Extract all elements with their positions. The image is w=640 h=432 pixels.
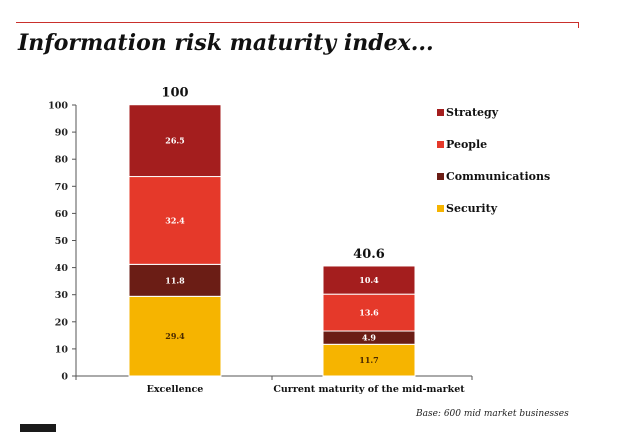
- bar-segment: [128, 263, 222, 297]
- y-tick-label: 60: [55, 209, 69, 220]
- y-tick-label: 0: [61, 372, 68, 383]
- y-tick-label: 50: [55, 236, 69, 247]
- data-label: 26.5: [165, 136, 184, 146]
- legend-swatch: [437, 109, 444, 116]
- legend-label: Communications: [446, 170, 550, 183]
- legend-swatch: [437, 173, 444, 180]
- y-tick-label: 30: [55, 290, 69, 301]
- y-tick-label: 90: [55, 128, 69, 139]
- y-tick-label: 80: [55, 155, 69, 166]
- data-label: 11.7: [359, 355, 378, 365]
- x-category-label: Excellence: [147, 384, 204, 395]
- x-category-label: Current maturity of the mid-market: [273, 384, 465, 395]
- y-tick-label: 10: [55, 344, 69, 355]
- total-label: 40.6: [353, 247, 385, 262]
- legend-label: Security: [446, 202, 498, 215]
- bar-segment: [128, 104, 222, 178]
- header-rule-tick: [578, 22, 579, 28]
- data-label: 4.9: [362, 333, 376, 343]
- total-label: 100: [161, 86, 188, 101]
- data-label: 29.4: [165, 331, 185, 341]
- y-tick-label: 20: [55, 317, 69, 328]
- y-tick-label: 40: [55, 263, 69, 274]
- y-tick-label: 100: [48, 101, 68, 112]
- bar-segment: [322, 265, 416, 295]
- bottom-mark: [20, 424, 56, 432]
- bar-segment: [128, 176, 222, 265]
- data-label: 11.8: [165, 275, 185, 285]
- header-rule: [16, 22, 578, 23]
- bar-segment: [128, 295, 222, 377]
- legend-swatch: [437, 205, 444, 212]
- data-label: 32.4: [165, 215, 185, 225]
- legend-label: People: [446, 138, 487, 151]
- chart-title: Information risk maturity index...: [18, 30, 434, 56]
- bar-segment: [322, 293, 416, 332]
- legend-swatch: [437, 141, 444, 148]
- data-label: 13.6: [359, 308, 379, 318]
- base-note: Base: 600 mid market businesses: [416, 409, 569, 419]
- y-tick-label: 70: [55, 182, 69, 193]
- data-label: 10.4: [359, 275, 379, 285]
- legend-label: Strategy: [446, 106, 499, 119]
